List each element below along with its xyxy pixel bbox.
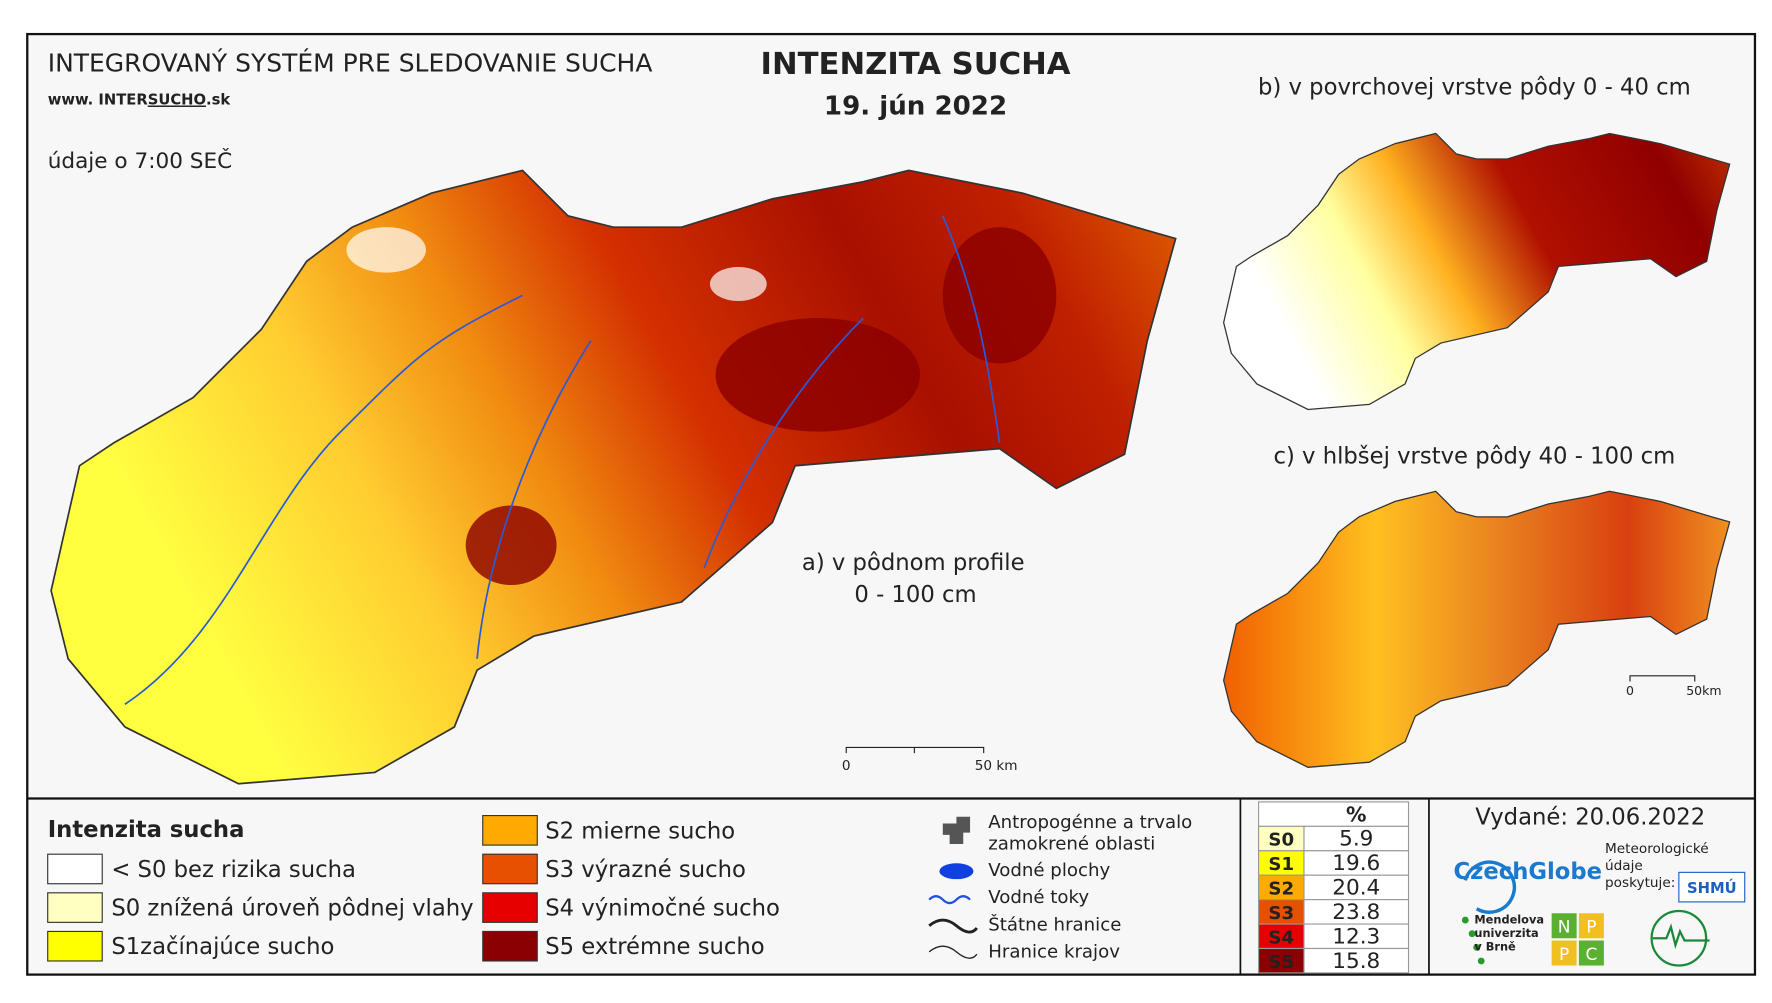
npc-letter: P <box>1586 918 1596 938</box>
stats-value-cell <box>1303 850 1410 876</box>
npc-letter: P <box>1559 945 1569 965</box>
rivers <box>124 215 1001 705</box>
stats-value: 20.4 <box>1332 876 1380 901</box>
map-a-label: a) v pôdnom profile <box>802 550 1025 576</box>
npc-letter: N <box>1558 918 1571 938</box>
legend-swatch <box>47 930 103 962</box>
symbol-legend: Antropogénne a trvalo zamokrené oblasti Vo… <box>988 812 1192 962</box>
legend-swatch <box>482 930 538 962</box>
stats-value: 12.3 <box>1332 924 1380 949</box>
stats-value: 19.6 <box>1332 851 1380 876</box>
shmu-logo: SHMÚ <box>1687 879 1737 897</box>
system-name: INTEGROVANÝ SYSTÉM PRE SLEDOVANIE SUCHA <box>48 49 653 78</box>
npc-cell <box>1551 913 1577 939</box>
legend-label: S4 výnimočné sucho <box>545 896 780 922</box>
legend-swatch <box>47 853 103 885</box>
npc-cell <box>1578 940 1604 966</box>
npc-cell <box>1551 940 1577 966</box>
date: 19. jún 2022 <box>824 92 1007 122</box>
stats-value-cell <box>1303 899 1410 925</box>
map-c-label: c) v hlbšej vrstve pôdy 40 - 100 cm <box>1273 443 1675 469</box>
map-a-depth: 0 - 100 cm <box>854 582 976 608</box>
symbol-label: Antropogénne a trvalo zamokrené oblasti <box>988 812 1192 855</box>
symbol-label: Vodné toky <box>988 887 1089 908</box>
legend-label: S1začínajúce sucho <box>111 934 334 960</box>
scale-label-small: 50km <box>1686 683 1721 698</box>
legend: < S0 bez rizika sucha S0 znížená úroveň p… <box>47 815 780 962</box>
stats-value-cell <box>1303 923 1410 950</box>
stats-class: S0 <box>1268 830 1294 851</box>
stats-value-cell <box>1303 874 1410 901</box>
stats-class: S1 <box>1268 854 1294 875</box>
stats-header: % <box>1346 802 1366 826</box>
website-prefix: www. INTER <box>48 92 149 109</box>
time-note: údaje o 7:00 SEČ <box>48 148 233 174</box>
mendel-logo: Mendelova univerzita v Brně <box>1474 912 1544 953</box>
stats-class-cell <box>1258 899 1305 925</box>
map-b-label: b) v povrchovej vrstve pôdy 0 - 40 cm <box>1258 74 1691 100</box>
issued: Vydané: 20.06.2022 <box>1475 805 1705 831</box>
earth-logo <box>1650 909 1710 967</box>
legend-label: S0 znížená úroveň pôdnej vlahy <box>111 896 473 922</box>
meteo-note: Meteorologické údaje poskytuje: <box>1605 841 1709 891</box>
symbol-label: Hranice krajov <box>988 942 1120 963</box>
website-suffix: .sk <box>206 92 231 109</box>
stats-class: S5 <box>1268 952 1294 973</box>
legend-title: Intenzita sucha <box>48 817 245 843</box>
scale-zero: 0 <box>842 758 851 774</box>
legend-label: S3 výrazné sucho <box>545 857 746 883</box>
npc-letter: C <box>1585 945 1597 965</box>
stats-class-cell <box>1258 850 1305 876</box>
stats-class: S4 <box>1268 927 1294 948</box>
title: INTENZITA SUCHA <box>761 47 1071 82</box>
stats-value-cell <box>1303 947 1410 974</box>
npc-logo: N PP C <box>1551 913 1604 966</box>
symbol-label: Vodné plochy <box>988 860 1110 881</box>
legend-label: S5 extrémne sucho <box>545 934 764 960</box>
stats-table: % S0 5.9 S1 19.6 S2 20.4 S3 23.8 S4 12.3 S5 15.8 <box>1258 801 1410 974</box>
stats-value: 15.8 <box>1332 949 1380 974</box>
website-mid: SUCHO <box>148 92 206 109</box>
czechglobe-logo: CzechGlobe <box>1454 859 1603 885</box>
npc-cell <box>1578 913 1604 939</box>
map-patches <box>465 227 1057 585</box>
stats-value: 23.8 <box>1332 900 1380 925</box>
legend-label: S2 mierne sucho <box>545 818 735 844</box>
legend-swatch <box>482 892 538 923</box>
legend-swatch <box>482 853 538 885</box>
stats-value: 5.9 <box>1339 827 1373 852</box>
legend-swatch <box>47 892 103 923</box>
stats-header-cell <box>1258 801 1410 827</box>
website: www. INTERSUCHO.sk <box>48 92 232 109</box>
symbol-icons <box>928 816 979 959</box>
legend-label: < S0 bez rizika sucha <box>111 857 356 883</box>
stats-class: S2 <box>1268 879 1294 900</box>
scale-label: 50 km <box>975 758 1018 774</box>
stats-class: S3 <box>1268 903 1294 924</box>
legend-swatch <box>482 815 538 846</box>
scale-bar-small <box>1629 675 1696 682</box>
scale-zero-small: 0 <box>1626 683 1634 698</box>
symbol-label: Štátne hranice <box>988 913 1121 935</box>
scale-bar <box>845 746 985 754</box>
